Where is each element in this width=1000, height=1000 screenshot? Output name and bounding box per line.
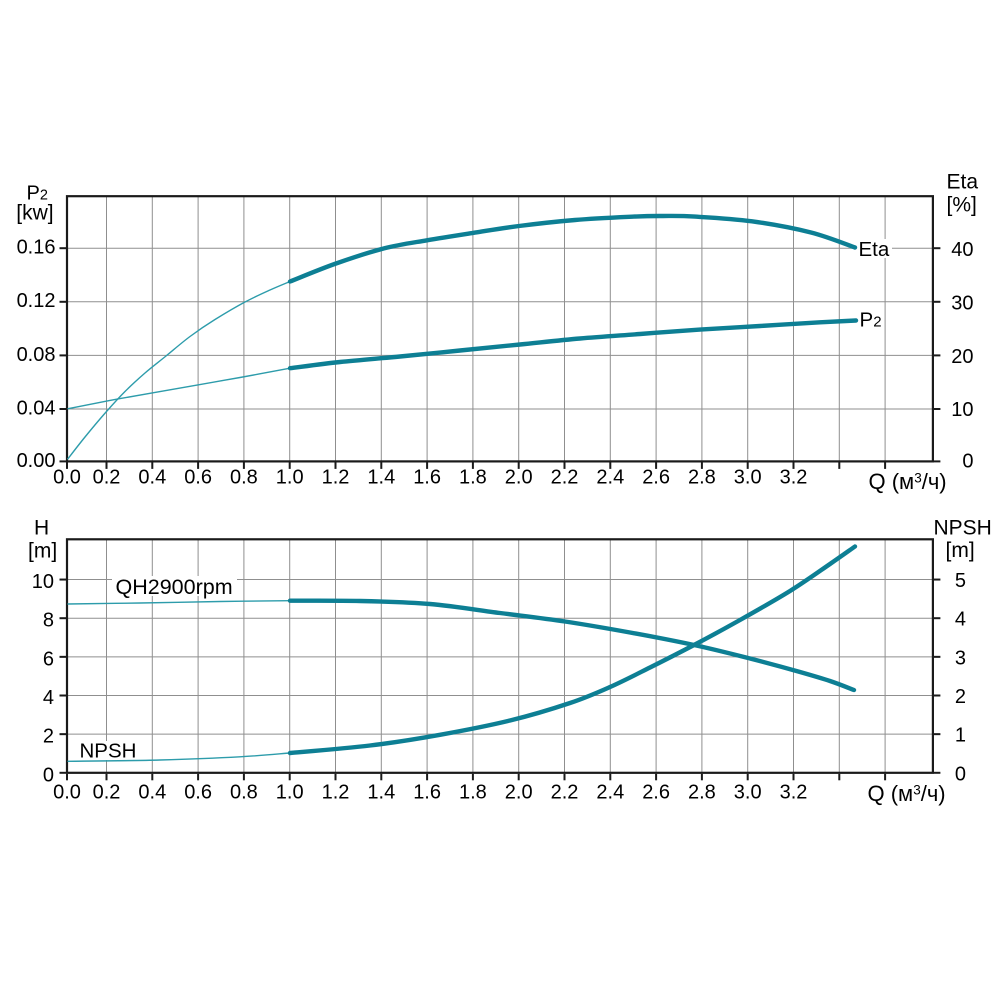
svg-text:2.6: 2.6 [642, 467, 670, 489]
svg-text:6: 6 [43, 648, 54, 670]
svg-text:2.2: 2.2 [551, 467, 579, 489]
svg-text:3.0: 3.0 [734, 467, 762, 489]
svg-text:1: 1 [955, 725, 966, 747]
svg-text:0.6: 0.6 [184, 782, 212, 804]
svg-text:10: 10 [32, 571, 54, 593]
svg-text:1.8: 1.8 [459, 782, 487, 804]
svg-text:2.2: 2.2 [551, 782, 579, 804]
svg-text:0.8: 0.8 [230, 782, 258, 804]
svg-text:0: 0 [955, 763, 966, 785]
svg-text:Q (м3/ч): Q (м3/ч) [868, 781, 946, 806]
svg-text:NPSH: NPSH [934, 517, 992, 540]
svg-text:0.16: 0.16 [17, 237, 56, 259]
svg-text:1.6: 1.6 [413, 467, 441, 489]
svg-text:P2: P2 [27, 182, 48, 204]
svg-text:1.6: 1.6 [413, 782, 441, 804]
svg-text:3.2: 3.2 [780, 467, 808, 489]
svg-text:P2: P2 [860, 309, 882, 332]
svg-text:0.0: 0.0 [53, 467, 81, 489]
svg-text:8: 8 [43, 610, 54, 632]
svg-text:0.12: 0.12 [17, 290, 56, 312]
svg-text:2.6: 2.6 [642, 782, 670, 804]
svg-text:1.8: 1.8 [459, 467, 487, 489]
svg-text:30: 30 [951, 293, 973, 315]
svg-text:0: 0 [43, 764, 54, 786]
svg-text:QH2900rpm: QH2900rpm [116, 575, 233, 599]
svg-text:0.4: 0.4 [138, 467, 166, 489]
svg-text:0.08: 0.08 [17, 344, 56, 366]
svg-text:Q (м3/ч): Q (м3/ч) [869, 469, 947, 494]
svg-text:3.2: 3.2 [780, 782, 808, 804]
svg-text:5: 5 [955, 570, 966, 592]
svg-text:0.4: 0.4 [138, 782, 166, 804]
svg-text:[%]: [%] [947, 194, 977, 217]
svg-text:3.0: 3.0 [734, 782, 762, 804]
svg-text:NPSH: NPSH [80, 740, 137, 763]
svg-text:2.4: 2.4 [596, 782, 624, 804]
svg-text:1.4: 1.4 [367, 782, 395, 804]
svg-text:2.0: 2.0 [505, 782, 533, 804]
svg-text:1.0: 1.0 [276, 782, 304, 804]
svg-text:H: H [34, 517, 49, 540]
svg-text:0.0: 0.0 [53, 782, 81, 804]
svg-text:0.00: 0.00 [17, 450, 56, 472]
svg-text:4: 4 [43, 687, 54, 709]
svg-text:1.0: 1.0 [276, 467, 304, 489]
svg-text:1.4: 1.4 [367, 467, 395, 489]
svg-text:[m]: [m] [946, 539, 975, 562]
svg-text:0.8: 0.8 [230, 467, 258, 489]
svg-text:0.2: 0.2 [93, 467, 121, 489]
svg-text:1.2: 1.2 [322, 782, 350, 804]
svg-text:0: 0 [962, 450, 973, 472]
svg-text:Eta: Eta [859, 238, 890, 261]
svg-text:3: 3 [955, 647, 966, 669]
svg-text:40: 40 [951, 239, 973, 261]
svg-text:2.4: 2.4 [596, 467, 624, 489]
svg-text:2.0: 2.0 [505, 467, 533, 489]
svg-text:4: 4 [955, 609, 966, 631]
svg-text:2: 2 [955, 686, 966, 708]
svg-text:2.8: 2.8 [688, 467, 716, 489]
svg-text:0.6: 0.6 [184, 467, 212, 489]
svg-text:10: 10 [951, 399, 973, 421]
svg-text:2: 2 [43, 726, 54, 748]
svg-text:0.2: 0.2 [93, 782, 121, 804]
svg-text:[kw]: [kw] [16, 202, 53, 225]
svg-text:Eta: Eta [947, 171, 979, 194]
svg-text:1.2: 1.2 [322, 467, 350, 489]
svg-text:20: 20 [951, 346, 973, 368]
svg-text:0.04: 0.04 [17, 397, 56, 419]
svg-text:2.8: 2.8 [688, 782, 716, 804]
svg-text:[m]: [m] [28, 540, 57, 563]
